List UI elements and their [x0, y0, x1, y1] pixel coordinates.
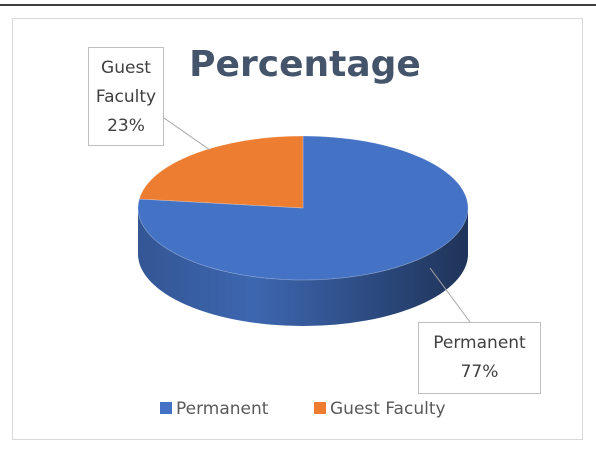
chart-title: Percentage: [189, 44, 421, 85]
leader-line: [429, 267, 471, 323]
legend: Permanent Guest Faculty: [160, 399, 446, 419]
data-label: Permanent 77%: [418, 322, 541, 394]
data-label-category: Guest Faculty: [95, 58, 157, 107]
legend-swatch: [314, 402, 326, 414]
pie: [137, 135, 469, 326]
pie-slice: [138, 135, 304, 209]
data-label-value: 23%: [107, 116, 145, 136]
data-label-value: 77%: [460, 362, 499, 382]
pie-side-shade: [138, 208, 468, 326]
legend-swatch: [160, 402, 172, 414]
leader-line: [163, 117, 211, 151]
legend-label: Guest Faculty: [330, 399, 446, 419]
data-label: Guest Faculty 23%: [88, 47, 164, 146]
pie-slice: [137, 135, 469, 281]
data-label-category: Permanent: [433, 333, 526, 353]
legend-label: Permanent: [176, 399, 269, 419]
